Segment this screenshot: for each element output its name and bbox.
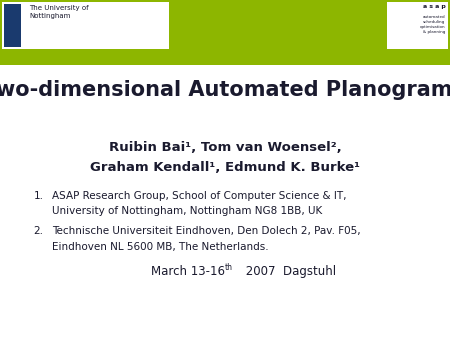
Text: 1.: 1.: [34, 191, 44, 201]
Text: ASAP Research Group, School of Computer Science & IT,: ASAP Research Group, School of Computer …: [52, 191, 346, 201]
Text: 2.: 2.: [34, 226, 44, 237]
Text: a s a p: a s a p: [423, 4, 446, 9]
Text: Two-dimensional Automated Planograms: Two-dimensional Automated Planograms: [0, 79, 450, 100]
Bar: [4, 4, 21, 47]
Text: Graham Kendall¹, Edmund K. Burke¹: Graham Kendall¹, Edmund K. Burke¹: [90, 161, 360, 174]
Bar: [0, 0, 450, 65]
Text: Technische Universiteit Eindhoven, Den Dolech 2, Pav. F05,: Technische Universiteit Eindhoven, Den D…: [52, 226, 360, 237]
Text: The University of
Nottingham: The University of Nottingham: [29, 5, 89, 19]
Text: Eindhoven NL 5600 MB, The Netherlands.: Eindhoven NL 5600 MB, The Netherlands.: [52, 242, 268, 252]
Text: th: th: [225, 263, 233, 272]
Text: March 13-16: March 13-16: [151, 265, 225, 279]
Text: Ruibin Bai¹, Tom van Woensel²,: Ruibin Bai¹, Tom van Woensel²,: [108, 141, 342, 153]
Text: 2007  Dagstuhl: 2007 Dagstuhl: [242, 265, 336, 279]
Text: automated
scheduling
optimisation
& planning: automated scheduling optimisation & plan…: [420, 15, 446, 34]
Bar: [2, 2, 169, 49]
Bar: [387, 2, 448, 49]
Text: University of Nottingham, Nottingham NG8 1BB, UK: University of Nottingham, Nottingham NG8…: [52, 206, 322, 216]
